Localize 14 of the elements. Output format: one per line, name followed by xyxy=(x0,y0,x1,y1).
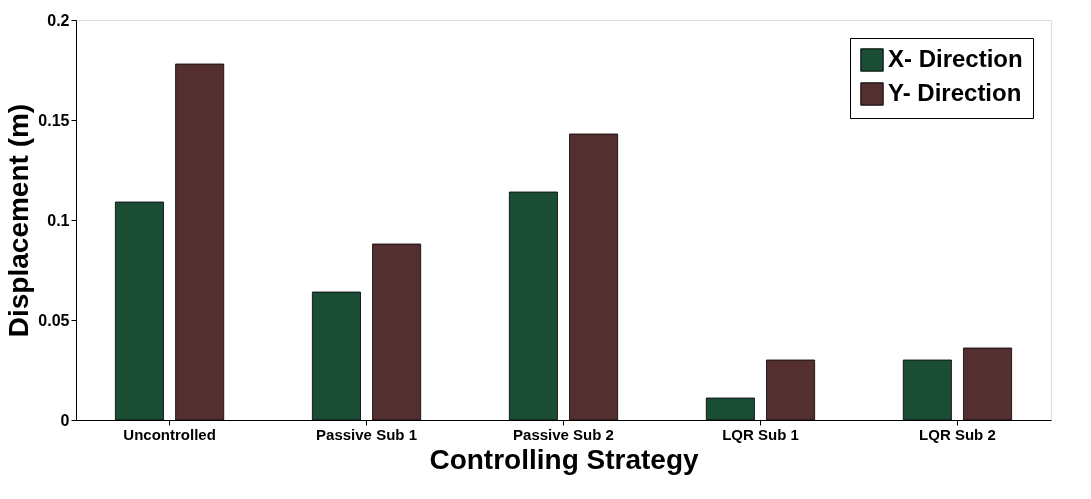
y-tick-label: 0.05 xyxy=(38,311,70,329)
x-tick-label: Passive Sub 1 xyxy=(316,425,417,443)
y-tick-label: 0 xyxy=(60,411,70,429)
x-axis-title: Controlling Strategy xyxy=(429,443,699,475)
legend-label: Y- Direction xyxy=(888,79,1022,106)
x-tick-label: Uncontrolled xyxy=(123,425,216,443)
legend-label: X- Direction xyxy=(888,45,1023,72)
x-tick-label: Passive Sub 2 xyxy=(513,425,614,443)
y-axis-title: Displacement (m) xyxy=(3,103,35,338)
x-tick-label: LQR Sub 2 xyxy=(919,425,996,443)
y-tick-label: 0.15 xyxy=(38,111,70,129)
y-tick-label: 0.2 xyxy=(47,11,70,29)
y-tick-label: 0.1 xyxy=(47,211,70,229)
x-tick-label: LQR Sub 1 xyxy=(722,425,799,443)
